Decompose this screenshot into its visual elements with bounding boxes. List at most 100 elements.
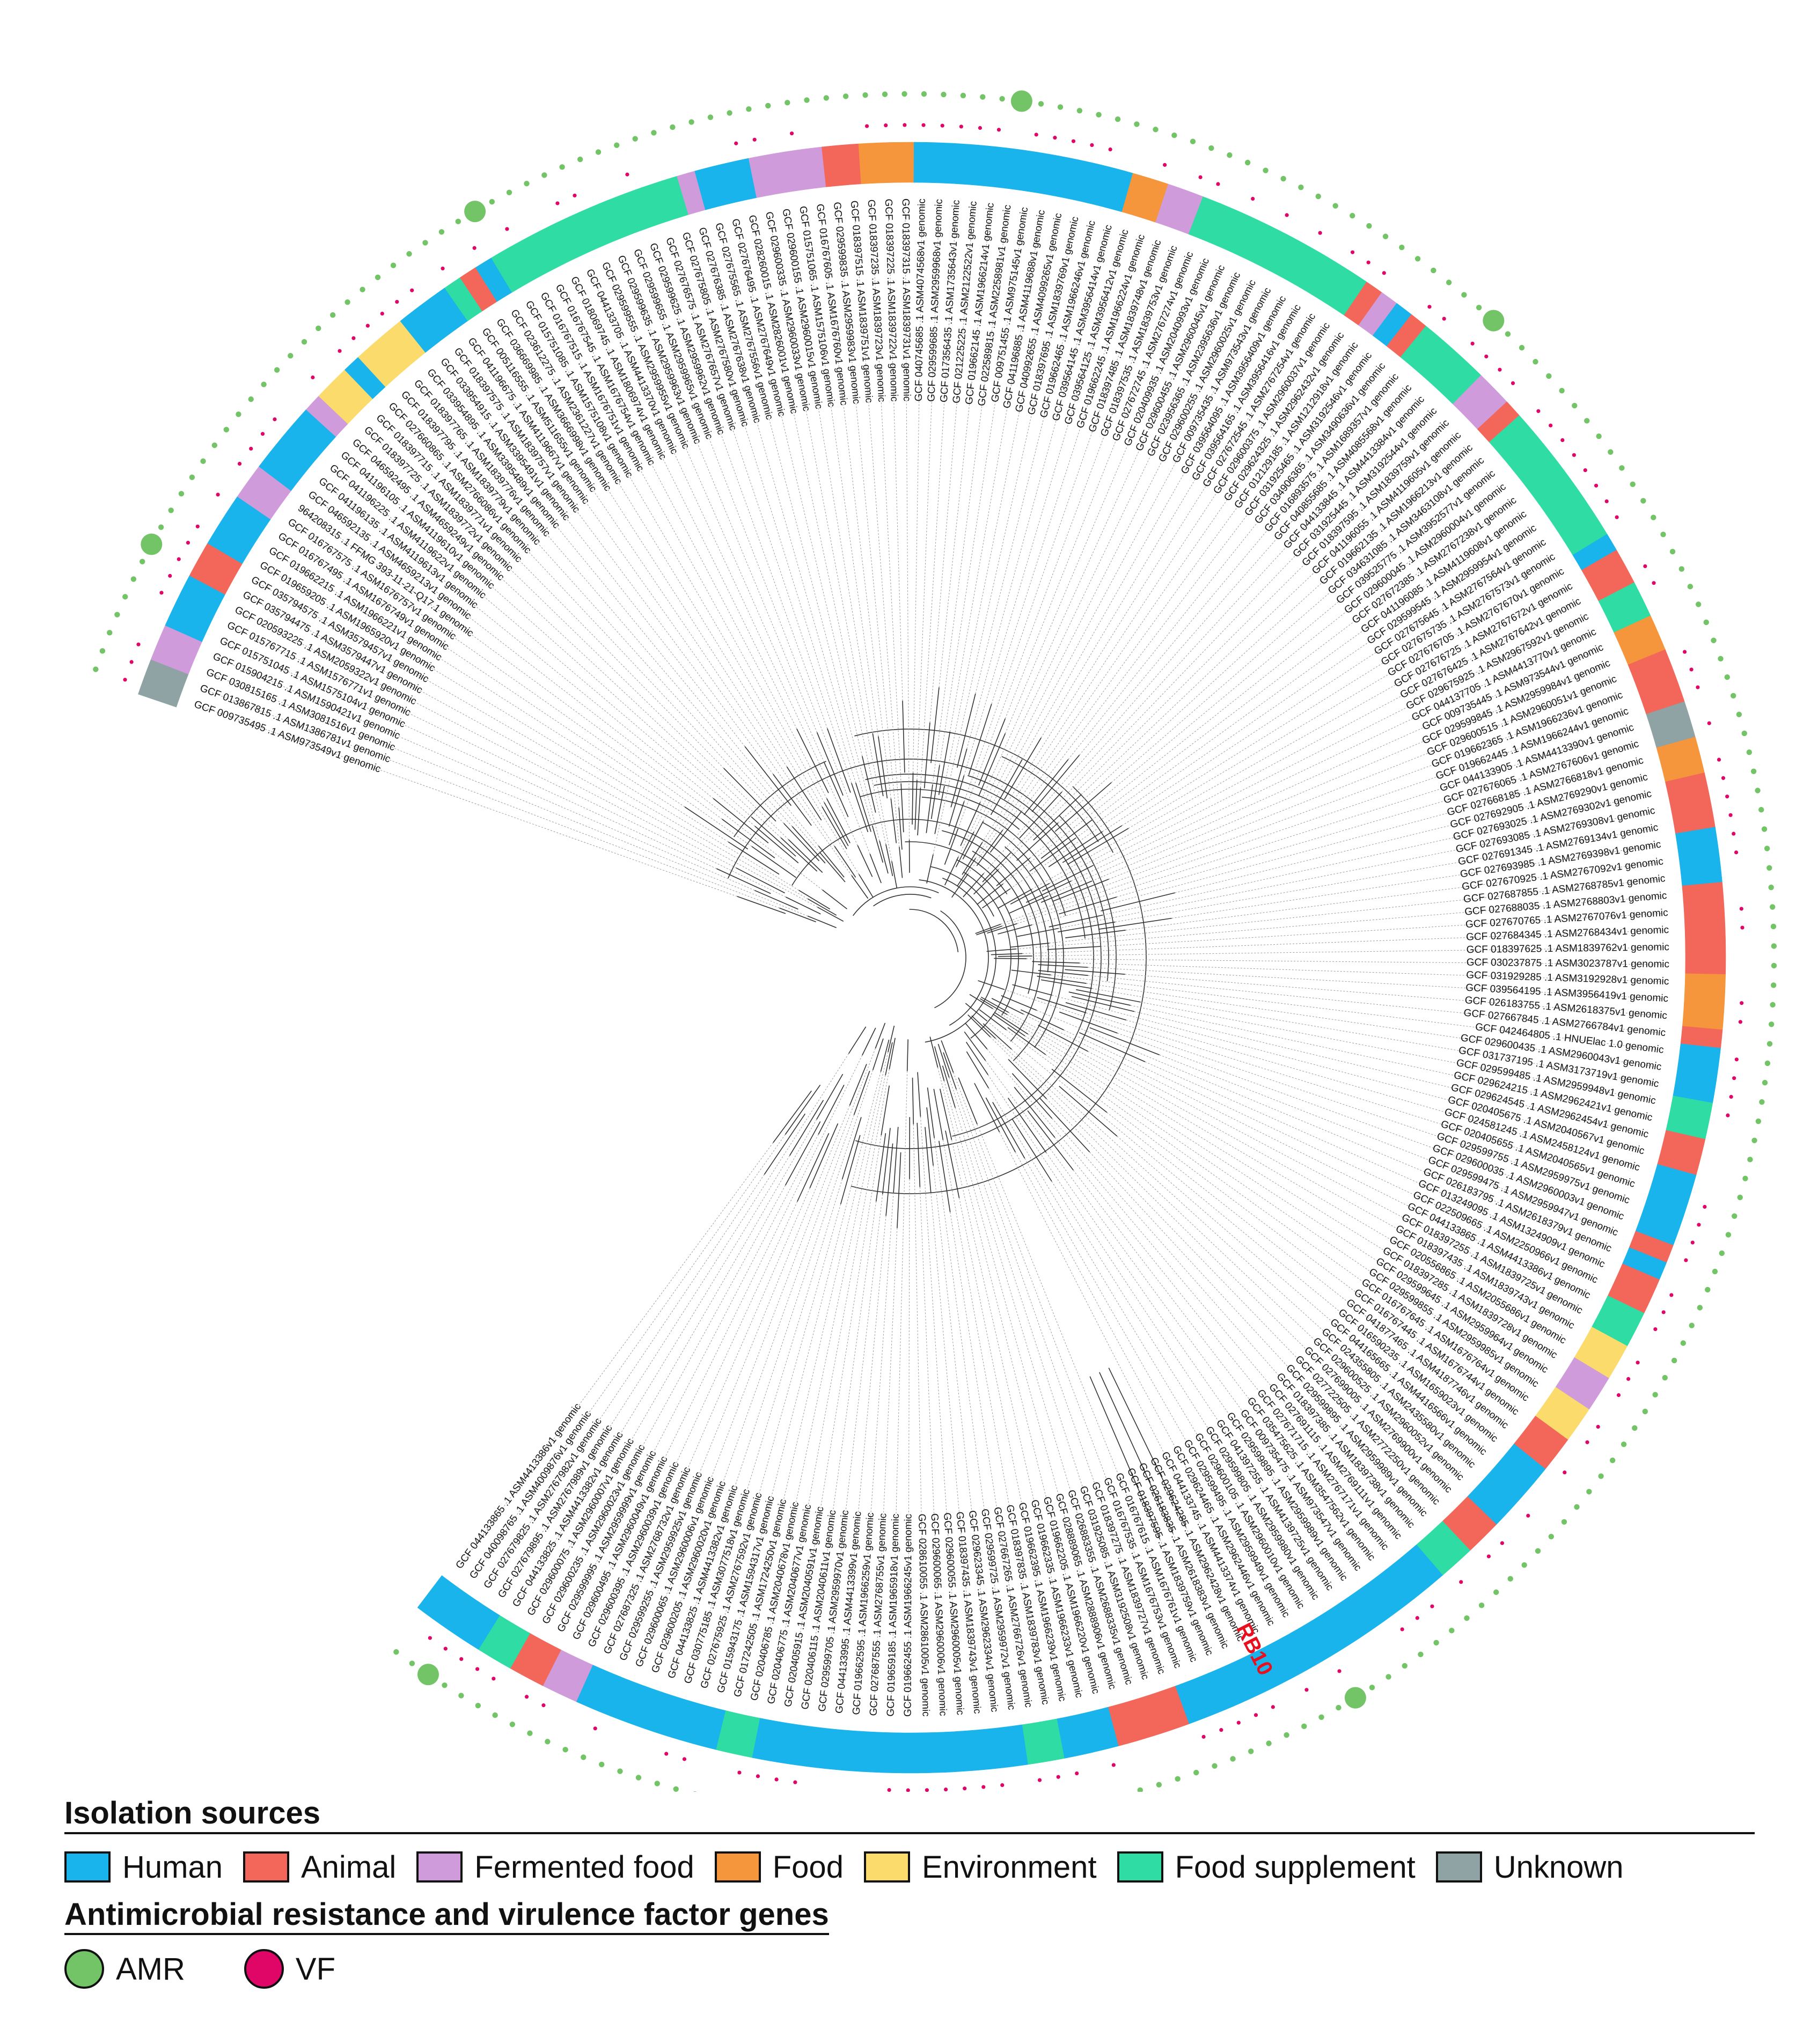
- legend-label-food: Food: [772, 1849, 844, 1885]
- vf-marker: [1484, 354, 1489, 359]
- tip-leader-line: [689, 1179, 843, 1679]
- vf-marker: [943, 1787, 948, 1792]
- vf-marker: [903, 123, 907, 127]
- vf-marker: [1251, 196, 1255, 201]
- tip-leader-line: [755, 1075, 886, 1696]
- amr-marker: [1446, 280, 1452, 285]
- legend-label-animal: Animal: [300, 1849, 397, 1885]
- tree-branch: [1089, 1376, 1161, 1540]
- tip-leader-line: [1121, 558, 1550, 826]
- amr-marker: [1399, 244, 1405, 251]
- tree-branches: [684, 687, 1186, 1540]
- tree-branch: [978, 718, 1006, 786]
- tree-branch: [1049, 914, 1103, 928]
- tree-branch: [944, 828, 959, 865]
- amr-marker: [960, 92, 966, 99]
- tree-branch: [1051, 1069, 1108, 1113]
- vf-marker: [1596, 1424, 1600, 1429]
- amr-marker: [1519, 344, 1525, 351]
- tip-leader-line: [1051, 1181, 1314, 1595]
- vf-marker: [1615, 515, 1619, 519]
- amr-marker: [1671, 1357, 1677, 1364]
- vf-marker: [541, 1703, 546, 1708]
- amr-marker: [1770, 923, 1777, 930]
- tip-label: GCF 040745685 .1 ASM4074568v1 genomic: [913, 198, 928, 401]
- vf-marker: [1740, 1001, 1744, 1005]
- tip-leader-line: [593, 1201, 798, 1642]
- amr-marker: [1535, 1548, 1541, 1554]
- tree-branch: [789, 1100, 824, 1156]
- vf-marker: [593, 1726, 597, 1731]
- amr-marker: [1318, 1714, 1324, 1721]
- tree-branch: [1007, 1098, 1047, 1153]
- amr-marker: [577, 156, 583, 163]
- amr-marker: [1724, 674, 1730, 680]
- tree-branch: [822, 889, 847, 909]
- vf-marker: [1034, 133, 1038, 137]
- legend-item-environment: Environment: [863, 1849, 1097, 1885]
- amr-marker: [1315, 193, 1321, 200]
- tree-branch: [848, 1026, 867, 1054]
- tree-branch: [998, 888, 1032, 909]
- tip-leader-line: [381, 420, 724, 769]
- amr-marker: [1651, 514, 1656, 520]
- tree-branch: [926, 854, 934, 884]
- amr-marker: [1687, 584, 1694, 590]
- amr-marker: [1208, 145, 1214, 151]
- tree-branch: [1010, 883, 1050, 905]
- vf-marker: [906, 1788, 910, 1792]
- legend-dot-vf: [244, 1949, 284, 1989]
- tip-label: GCF 028610055 .1 ASM2861005v1 genomic: [916, 1513, 932, 1717]
- tree-branch: [979, 1009, 1007, 1031]
- tip-leader-line: [920, 1116, 960, 1710]
- vf-marker: [1075, 1771, 1079, 1776]
- amr-marker: [1193, 1769, 1199, 1776]
- amr-marker: [1476, 305, 1482, 311]
- amr-marker: [211, 442, 218, 448]
- amr-marker: [1248, 1748, 1254, 1754]
- amr-marker: [1464, 1615, 1470, 1621]
- amr-marker: [1414, 256, 1421, 262]
- tip-leader-line: [1125, 974, 1662, 1016]
- tip-leader-line: [987, 1049, 1396, 1534]
- amr-marker: [1493, 1589, 1499, 1596]
- amr-marker: [248, 396, 254, 402]
- vf-marker: [441, 266, 445, 271]
- tip-leader-line: [625, 1105, 850, 1656]
- amr-marker: [635, 1775, 642, 1781]
- tip-leader-line: [973, 285, 1252, 832]
- tip-leader-line: [943, 1080, 1111, 1685]
- vf-marker: [1090, 143, 1094, 148]
- amr-marker: [1689, 1322, 1695, 1328]
- vf-marker: [1560, 438, 1565, 442]
- source-wedge: [858, 142, 879, 185]
- tree-branch: [980, 996, 1009, 1013]
- tip-leader-line: [1073, 1170, 1370, 1556]
- tree-branch: [926, 1107, 934, 1166]
- vf-marker: [789, 131, 794, 136]
- amr-marker: [1761, 826, 1768, 832]
- tip-leader-line: [789, 1135, 882, 1702]
- sources-legend-row: Human Animal Fermented food Food Environ…: [64, 1849, 1755, 1885]
- tree-branch: [966, 1051, 989, 1089]
- tip-leader-line: [1126, 1019, 1634, 1167]
- tip-leader-line: [393, 408, 785, 824]
- tree-branch: [958, 1077, 978, 1124]
- amr-marker: [1156, 1782, 1162, 1788]
- tip-leader-line: [891, 1071, 908, 1711]
- tip-leader-line: [819, 209, 891, 799]
- tree-branch: [1042, 865, 1094, 892]
- tree-branch: [754, 889, 798, 910]
- tip-leader-line: [1079, 379, 1394, 755]
- vf-marker: [940, 123, 944, 128]
- vf-marker: [168, 574, 172, 578]
- amr-marker: [1608, 449, 1614, 455]
- clade-arc: [934, 910, 966, 1009]
- tip-leader-line: [369, 432, 789, 840]
- amr-marker: [409, 1660, 415, 1666]
- vf-marker: [1285, 213, 1289, 217]
- vf-marker: [793, 1780, 797, 1784]
- amr-marker: [1732, 1213, 1738, 1219]
- tree-branch: [992, 1013, 1025, 1036]
- clade-arc: [905, 841, 1008, 895]
